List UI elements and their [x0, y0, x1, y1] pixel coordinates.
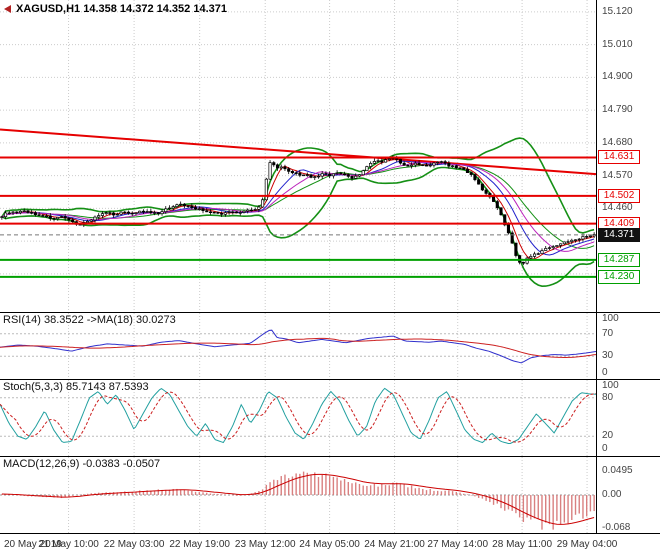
time-axis[interactable]: 20 May 2019 21 May 10:00 22 May 03:00 22 Ma…: [0, 534, 660, 560]
time-axis-label: 20 May 2019: [4, 539, 62, 550]
axis-scale-label: 14.900: [602, 71, 633, 83]
price-chart-canvas: [0, 0, 596, 312]
time-axis-label: 28 May 11:00: [492, 539, 553, 550]
stochastic-indicator-label: Stoch(5,3,3) 85.7143 87.5393: [3, 381, 149, 393]
axis-scale-label: 100: [602, 313, 619, 324]
time-axis-label: 24 May 05:00: [299, 539, 360, 550]
axis-scale-label: 70: [602, 327, 614, 339]
axis-scale-label: 0: [602, 443, 608, 454]
axis-scale-label: 20: [602, 430, 614, 442]
panel-divider[interactable]: [0, 379, 660, 380]
stochastic-plot[interactable]: Stoch(5,3,3) 85.7143 87.5393: [0, 380, 597, 456]
axis-scale-label: 0.00: [602, 489, 622, 500]
axis-scale-label: 14.790: [602, 104, 633, 116]
macd-indicator-label: MACD(12,26,9) -0.0383 -0.0507: [3, 458, 161, 470]
macd-plot[interactable]: MACD(12,26,9) -0.0383 -0.0507: [0, 457, 597, 533]
price-chart-plot[interactable]: XAGUSD,H1 14.358 14.372 14.352 14.371: [0, 0, 597, 312]
price-axis[interactable]: 15.120 15.010 14.900 14.790 14.680 14.570 14.4…: [597, 0, 660, 312]
axis-scale-label: 0.0495: [602, 465, 633, 477]
stochastic-panel: Stoch(5,3,3) 85.7143 87.5393 100 80 20 0: [0, 380, 660, 456]
rsi-panel: RSI(14) 38.3522 ->MA(18) 30.0273 100 70 30…: [0, 313, 660, 379]
time-axis-label: 22 May 19:00: [169, 539, 230, 550]
time-axis-label: 27 May 14:00: [427, 539, 489, 550]
price-panel: XAGUSD,H1 14.358 14.372 14.352 14.371 15…: [0, 0, 660, 312]
stochastic-axis[interactable]: 100 80 20 0: [597, 380, 660, 456]
panel-divider[interactable]: [0, 312, 660, 313]
macd-panel: MACD(12,26,9) -0.0383 -0.0507 0.0495 0.00…: [0, 457, 660, 533]
axis-scale-label: 0: [602, 367, 608, 378]
axis-scale-label: -0.068: [602, 521, 631, 533]
price-level-badge: 14.502: [598, 188, 640, 203]
axis-scale-label: 100: [602, 380, 619, 391]
axis-scale-label: 15.010: [602, 38, 633, 50]
axis-scale-label: 15.120: [602, 5, 633, 17]
rsi-indicator-label: RSI(14) 38.3522 ->MA(18) 30.0273: [3, 314, 176, 326]
rsi-canvas: [0, 313, 596, 379]
axis-scale-label: 30: [602, 350, 614, 362]
panel-divider[interactable]: [0, 533, 660, 534]
time-axis-label: 23 May 12:00: [234, 539, 296, 550]
time-axis-label: 21 May 10:00: [38, 539, 99, 550]
macd-canvas: [0, 457, 596, 533]
time-axis-label: 29 May 04:00: [556, 539, 618, 550]
symbol-ohlc-label: XAGUSD,H1 14.358 14.372 14.352 14.371: [16, 3, 227, 15]
chart-marker-icon: [4, 5, 11, 13]
macd-axis[interactable]: 0.0495 0.00 -0.068: [597, 457, 660, 533]
panel-divider[interactable]: [0, 456, 660, 457]
time-axis-label: 22 May 03:00: [103, 539, 165, 550]
current-price-badge: 14.371: [598, 227, 640, 242]
axis-scale-label: 14.680: [602, 136, 633, 148]
time-axis-label: 24 May 21:00: [364, 539, 425, 550]
axis-scale-label: 80: [602, 391, 614, 403]
stochastic-canvas: [0, 380, 596, 456]
symbol-overlay: XAGUSD,H1 14.358 14.372 14.352 14.371: [4, 3, 227, 15]
axis-scale-label: 14.570: [602, 169, 633, 181]
price-level-badge: 14.230: [598, 269, 640, 284]
price-level-badge: 14.631: [598, 150, 640, 165]
axis-scale-label: 14.460: [602, 202, 633, 214]
rsi-axis[interactable]: 100 70 30 0: [597, 313, 660, 379]
rsi-plot[interactable]: RSI(14) 38.3522 ->MA(18) 30.0273: [0, 313, 597, 379]
price-level-badge: 14.287: [598, 252, 640, 267]
